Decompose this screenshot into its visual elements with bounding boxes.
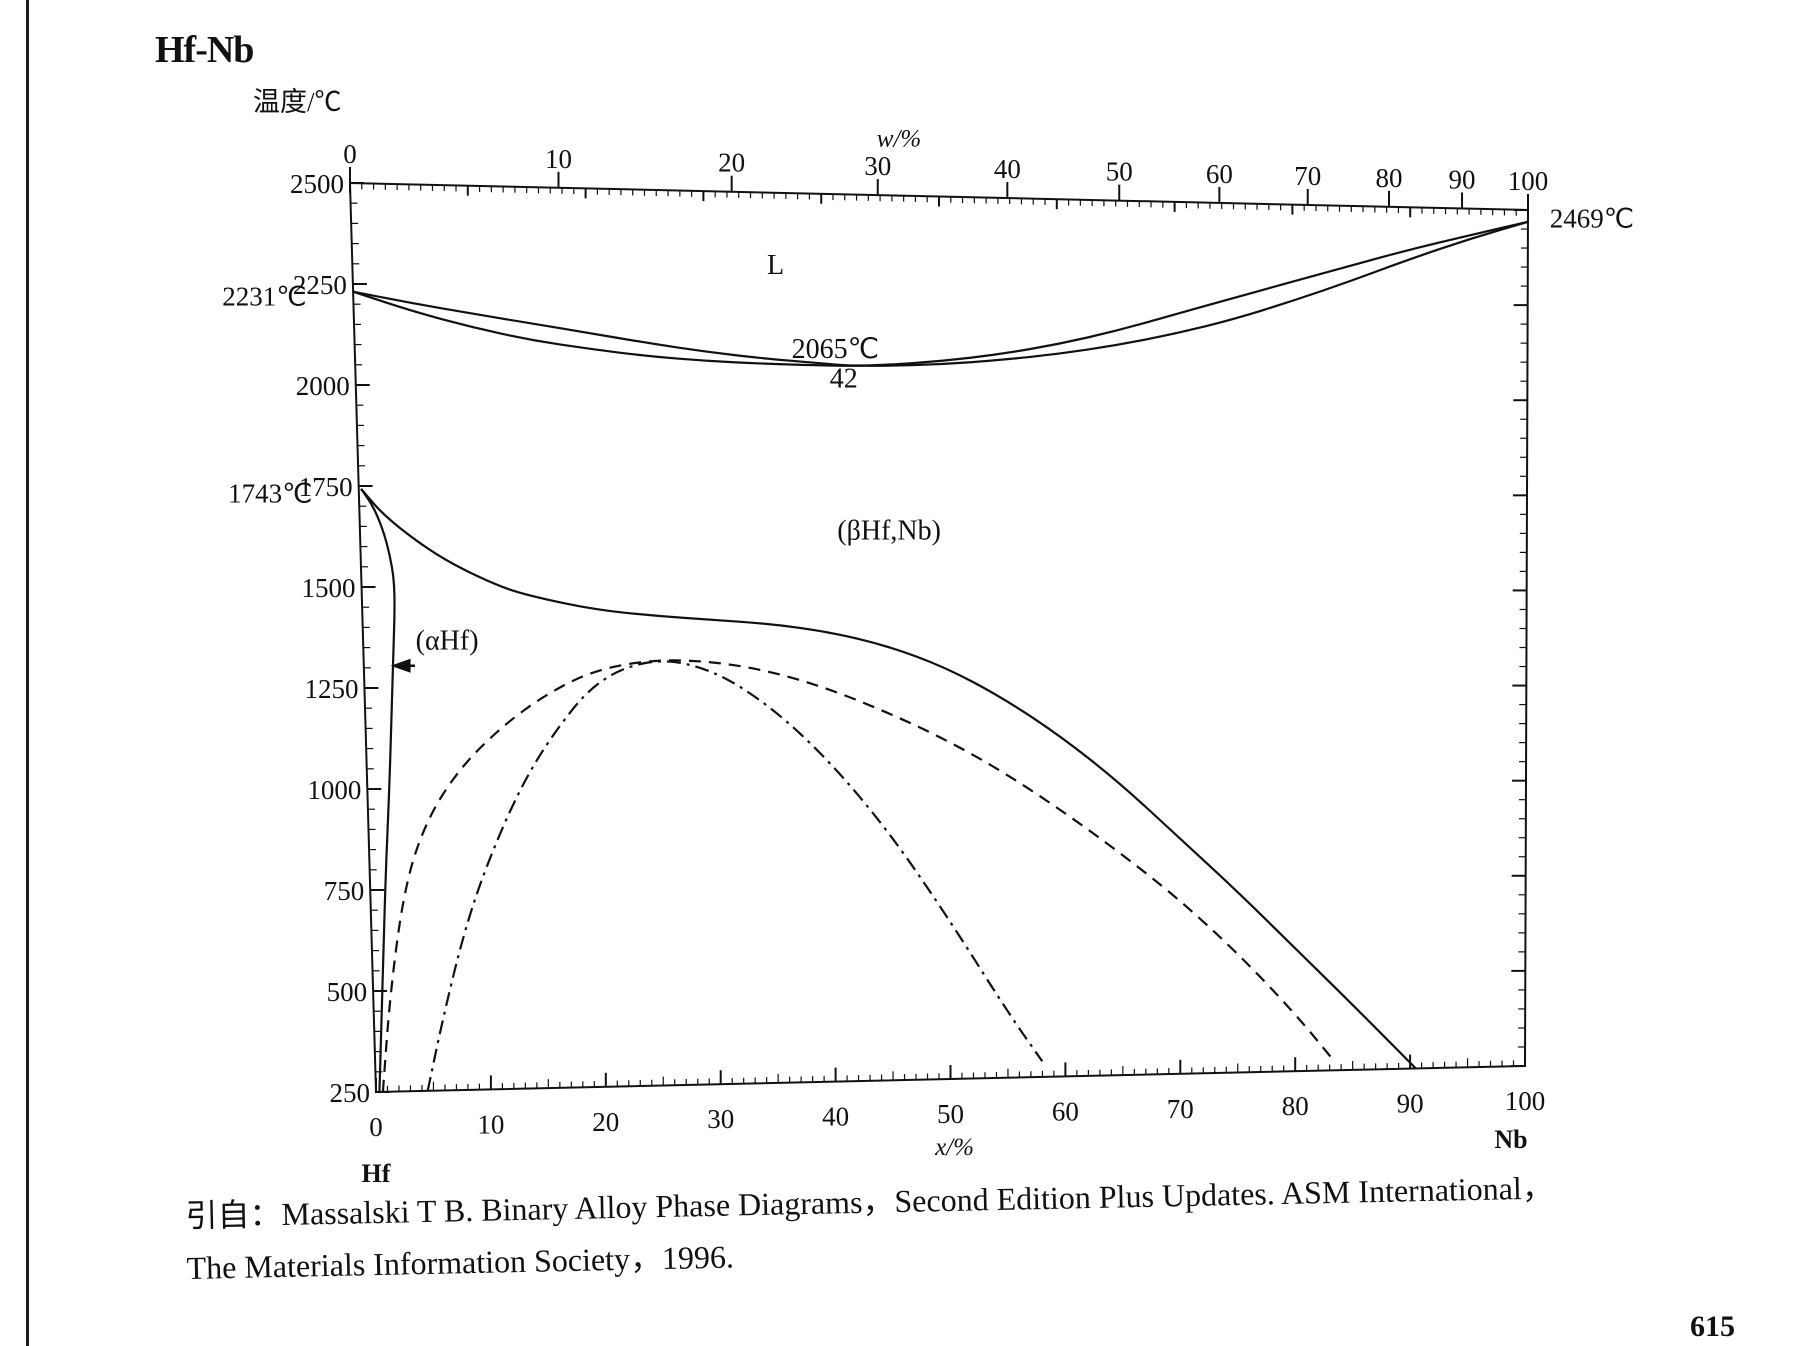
y-tick-label: 1750 — [299, 472, 353, 502]
alpha-arrow-head — [390, 658, 411, 673]
w-tick-label: 100 — [1508, 166, 1549, 196]
nb-melt-label: 2469℃ — [1550, 203, 1634, 233]
y-axis-label: 温度/℃ — [253, 87, 342, 117]
hf-end-label: Hf — [362, 1159, 391, 1188]
hf-melt-label: 2231℃ — [222, 281, 306, 311]
x-tick-label: 20 — [592, 1107, 619, 1137]
y-tick-label: 750 — [324, 876, 365, 906]
x-tick-label: 80 — [1282, 1091, 1309, 1121]
w-tick-label: 20 — [718, 148, 745, 178]
x-tick-label: 10 — [477, 1109, 504, 1139]
top-axis-label: w/% — [877, 126, 921, 153]
x-tick-label: 70 — [1167, 1094, 1194, 1124]
y-tick-label: 1500 — [302, 573, 356, 603]
w-tick-label: 80 — [1375, 163, 1402, 193]
phase-boundary-solid — [360, 488, 396, 1092]
phase-boundary-dashdot — [426, 660, 1044, 1092]
alpha-phase-label: (αHf) — [416, 626, 479, 657]
w-tick-label: 70 — [1294, 161, 1321, 191]
w-tick-label: 40 — [994, 154, 1021, 184]
y-tick-label: 1250 — [304, 674, 358, 704]
w-tick-label: 10 — [545, 144, 572, 174]
nb-end-label: Nb — [1494, 1125, 1527, 1154]
phase-boundary-dashed — [381, 659, 1337, 1092]
w-tick-label: 60 — [1206, 159, 1233, 189]
y-tick-label: 1000 — [307, 775, 361, 805]
liquid-label: L — [767, 250, 784, 281]
page-number: 615 — [1690, 1310, 1735, 1343]
congruent-comp-label: 42 — [830, 363, 858, 394]
x-tick-label: 30 — [707, 1104, 734, 1134]
hf-transform-label: 1743℃ — [228, 479, 312, 509]
x-tick-label: 50 — [937, 1099, 964, 1129]
congruent-temp-label: 2065℃ — [792, 334, 879, 365]
figure-title: Hf-Nb — [155, 29, 254, 71]
w-tick-label: 30 — [864, 151, 891, 181]
phase-boundary-solid — [360, 488, 1417, 1070]
bottom-axis-label: x/% — [934, 1134, 974, 1161]
page-edge-rule — [26, 0, 29, 1346]
x-tick-label: 90 — [1397, 1089, 1424, 1119]
x-tick-label: 40 — [822, 1102, 849, 1132]
phase-boundary-solid — [352, 220, 1529, 367]
beta-phase-label: (βHf,Nb) — [837, 515, 941, 546]
x-tick-label: 60 — [1052, 1096, 1079, 1126]
x-tick-label: 0 — [369, 1112, 383, 1142]
w-tick-label: 50 — [1106, 157, 1133, 187]
phase-boundary-solid — [352, 220, 1529, 367]
y-tick-label: 2000 — [296, 371, 350, 401]
x-tick-label: 100 — [1505, 1086, 1546, 1116]
y-tick-label: 500 — [327, 977, 368, 1007]
y-tick-label: 250 — [330, 1078, 371, 1108]
y-tick-label: 2500 — [290, 169, 344, 199]
y-tick-label: 2250 — [293, 270, 347, 300]
w-tick-label: 0 — [343, 139, 357, 169]
w-tick-label: 90 — [1449, 164, 1476, 194]
plot-frame — [348, 181, 1530, 1094]
